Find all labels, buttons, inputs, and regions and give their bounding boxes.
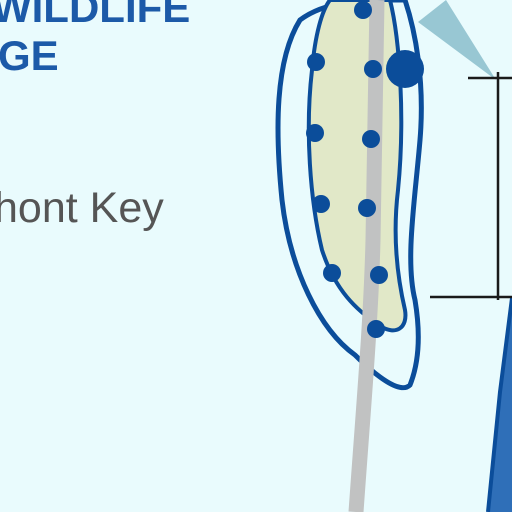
marker-dot-icon <box>306 124 324 142</box>
refuge-title-line2: GE <box>0 32 59 79</box>
marker-dot-icon <box>323 264 341 282</box>
large-marker-dot-icon <box>386 50 424 88</box>
marker-dot-icon <box>370 266 388 284</box>
place-label: hont Key <box>0 184 164 232</box>
marker-dot-icon <box>367 320 385 338</box>
marker-dot-icon <box>312 195 330 213</box>
marker-dot-icon <box>362 130 380 148</box>
marker-dot-icon <box>354 1 372 19</box>
marker-dot-icon <box>358 199 376 217</box>
marker-dot-icon <box>307 53 325 71</box>
marker-dot-icon <box>364 60 382 78</box>
refuge-title-line1: WILDLIFE <box>0 0 190 31</box>
